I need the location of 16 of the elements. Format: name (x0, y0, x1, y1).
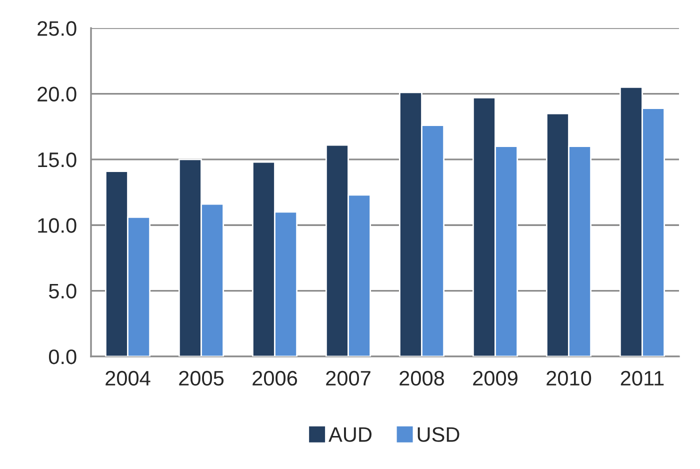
x-tick-label: 2004 (106, 370, 150, 386)
x-tick-label: 2005 (179, 370, 224, 386)
y-tick-label: 15.0 (38, 152, 76, 168)
x-tick-label: 2008 (400, 370, 444, 386)
y-tick-label: 10.0 (38, 218, 76, 233)
y-tick-label: 0.0 (48, 349, 76, 364)
legend-label: AUD (328, 427, 372, 442)
x-tick-label: 2006 (252, 370, 298, 386)
x-tick-label: 2011 (620, 370, 664, 386)
x-tick-label: 2009 (473, 370, 518, 386)
y-tick-label: 25.0 (38, 21, 76, 36)
x-tick-label: 2010 (546, 370, 592, 386)
y-tick-label: 20.0 (38, 86, 76, 102)
y-tick-label: 5.0 (48, 284, 76, 299)
legend-label: USD (418, 427, 460, 442)
x-tick-label: 2007 (326, 370, 370, 386)
